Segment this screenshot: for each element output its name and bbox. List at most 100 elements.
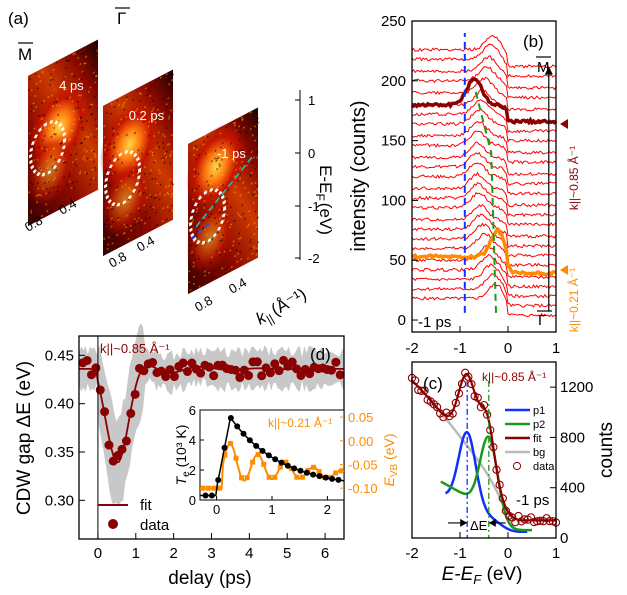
noise-pixel [104,148,106,151]
noise-pixel [94,118,97,121]
noise-pixel [93,177,95,180]
noise-pixel [224,272,227,275]
noise-pixel [67,59,70,62]
c-data-point [473,393,482,402]
noise-pixel [46,159,49,162]
c-y-tick-label: 0 [560,530,568,547]
b-x-tick-label: 0 [504,340,512,357]
noise-pixel [64,161,67,164]
b-frame [411,20,557,333]
noise-pixel [222,183,224,187]
inset-te-point [284,462,291,469]
noise-pixel [57,113,60,117]
noise-pixel [222,157,224,161]
c-legend-label: fit [533,433,542,445]
noise-pixel [70,186,73,190]
noise-pixel [80,142,83,145]
noise-pixel [170,113,173,117]
noise-pixel [255,226,258,229]
c-data-point [464,372,473,381]
noise-pixel [28,132,31,135]
inset-right-axis-title: EVB (eV) [381,433,400,486]
noise-pixel [202,227,205,230]
noise-pixel [161,157,163,160]
frame-time-label: 4 ps [59,78,84,93]
noise-pixel [247,191,250,194]
energy-tick-label: -1 [308,199,320,214]
noise-pixel [218,169,221,172]
c-y-tick-label: 400 [560,480,585,497]
d-data-point [126,408,136,418]
noise-pixel [239,149,241,152]
noise-pixel [166,191,169,195]
noise-pixel [56,190,59,193]
noise-pixel [148,120,150,124]
noise-pixel [189,289,192,292]
inset-left-tick-label: 4 [189,433,196,448]
noise-pixel [112,133,114,137]
noise-pixel [94,152,96,156]
noise-pixel [39,167,41,171]
noise-pixel [253,190,256,194]
b-x-tick-label: 1 [552,340,560,357]
noise-pixel [130,146,132,149]
edc-curve [411,66,557,100]
noise-pixel [249,127,252,131]
noise-pixel [81,141,84,145]
noise-pixel [241,149,244,152]
noise-pixel [165,126,168,130]
d-data-point [113,451,123,461]
c-x-tick-label: 0 [504,545,512,562]
noise-pixel [73,75,76,78]
b-spectra [411,32,558,318]
arpes-frames: 4 ps 0.2 ps -1 ps [26,39,260,294]
noise-pixel [142,191,145,195]
inset-te-point [259,447,266,454]
noise-pixel [43,114,46,117]
inset-te-point [291,465,298,472]
noise-pixel [236,260,239,263]
noise-pixel [82,128,84,132]
noise-pixel [195,158,198,161]
noise-pixel [156,114,159,118]
noise-pixel [35,159,37,162]
noise-pixel [43,149,46,153]
noise-pixel [53,101,56,104]
noise-pixel [251,252,254,255]
noise-pixel [90,133,93,136]
noise-pixel [168,143,171,146]
noise-pixel [256,216,259,219]
noise-pixel [31,217,34,220]
noise-pixel [45,187,48,191]
noise-pixel [244,187,247,190]
noise-pixel [103,244,105,248]
noise-pixel [203,189,206,192]
noise-pixel [203,200,206,203]
noise-pixel [241,203,244,207]
inset-left-tick-label: 2 [189,463,196,478]
b-y-tick-label: 250 [381,13,406,30]
d-data-point [235,373,245,383]
noise-pixel [165,73,168,76]
noise-pixel [195,187,198,191]
noise-pixel [128,238,130,241]
noise-pixel [82,157,85,161]
noise-pixel [147,125,150,128]
noise-pixel [35,194,38,198]
c-p2-curve [440,435,532,532]
d-data-point [183,367,193,377]
inset-evb-point [266,474,272,480]
noise-pixel [203,228,206,231]
b-y-tick-label: 100 [381,192,406,209]
noise-pixel [133,217,136,221]
noise-pixel [85,135,88,139]
noise-pixel [55,100,58,104]
noise-pixel [198,194,201,198]
noise-pixel [49,212,52,215]
noise-pixel [172,183,174,186]
noise-pixel [143,204,145,207]
c-data-point [486,425,495,435]
b-orange-marker [560,265,568,275]
noise-pixel [70,153,72,157]
noise-pixel [83,62,86,65]
